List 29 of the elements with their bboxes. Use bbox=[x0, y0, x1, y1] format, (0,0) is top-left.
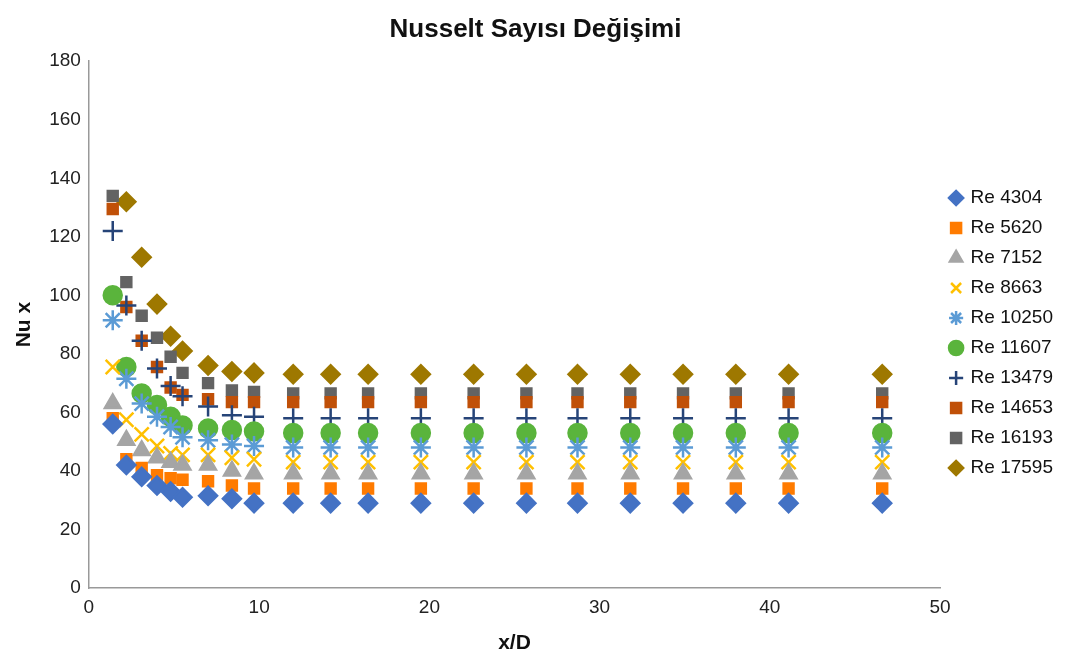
y-tick-label: 20 bbox=[59, 517, 81, 539]
y-tick-label: 60 bbox=[59, 400, 81, 422]
legend-label: Re 10250 bbox=[970, 306, 1053, 328]
y-tick-label: 120 bbox=[49, 225, 81, 247]
y-tick-label: 140 bbox=[49, 166, 81, 188]
x-axis-title: x/D bbox=[498, 630, 531, 654]
y-tick-label: 0 bbox=[70, 576, 81, 598]
legend-label: Re 11607 bbox=[970, 336, 1052, 358]
legend-label: Re 13479 bbox=[970, 366, 1053, 388]
y-tick-label: 180 bbox=[49, 49, 81, 71]
x-tick-label: 50 bbox=[929, 595, 951, 617]
legend-label: Re 4304 bbox=[970, 186, 1043, 208]
legend-label: Re 8663 bbox=[970, 276, 1043, 298]
chart-title: Nusselt Sayısı Değişimi bbox=[389, 12, 682, 43]
x-tick-label: 0 bbox=[83, 595, 95, 617]
legend-label: Re 14653 bbox=[970, 396, 1053, 418]
legend-label: Re 5620 bbox=[970, 216, 1043, 238]
legend-label: Re 17595 bbox=[970, 456, 1053, 478]
x-tick-label: 40 bbox=[759, 595, 781, 617]
y-tick-label: 100 bbox=[49, 283, 81, 305]
x-tick-label: 20 bbox=[418, 595, 440, 617]
y-tick-label: 40 bbox=[59, 459, 81, 481]
y-axis-title: Nu x bbox=[11, 301, 35, 348]
y-tick-label: 160 bbox=[49, 107, 81, 129]
x-tick-label: 30 bbox=[589, 595, 611, 617]
y-tick-label: 80 bbox=[59, 342, 81, 364]
x-tick-label: 10 bbox=[248, 595, 270, 617]
legend-label: Re 7152 bbox=[970, 246, 1043, 268]
legend-label: Re 16193 bbox=[970, 426, 1053, 448]
